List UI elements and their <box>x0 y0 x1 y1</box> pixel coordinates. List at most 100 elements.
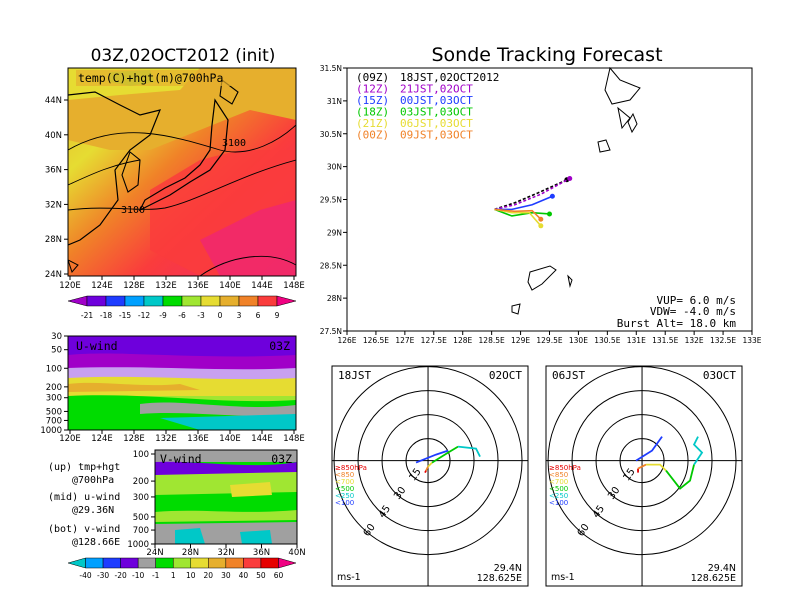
pressure-tick-label: 200 <box>46 383 62 393</box>
track-lon-tick-label: 133E <box>742 336 761 345</box>
colorbar-swatch <box>257 295 278 307</box>
wind-colorbar-tick-label: 10 <box>186 571 196 580</box>
hodograph-level-label: <100 <box>335 499 354 507</box>
hodograph-frame <box>331 365 529 587</box>
sonde-track-line <box>494 208 542 220</box>
track-lon-tick-label: 127.5E <box>421 336 447 345</box>
right-title: Sonde Tracking Forecast <box>431 44 662 66</box>
track-lon-tick-label: 129.5E <box>536 336 562 345</box>
track-lon-tick-label: 126.5E <box>363 336 389 345</box>
track-lon-tick-label: 132E <box>685 336 704 345</box>
track-lon-tick-label: 128.5E <box>479 336 505 345</box>
run-legend-code: (21Z) <box>356 117 389 130</box>
run-legend-time: 03JST,03OCT <box>400 106 473 119</box>
hodograph-level-label: <700 <box>549 478 568 486</box>
track-lon-tick-label: 129E <box>511 336 530 345</box>
vwind-lat-ticks: 24N 28N 32N 36N 40N <box>146 544 306 558</box>
uwind-time: 03Z <box>269 339 290 353</box>
track-lat-tick-label: 27.5N <box>320 327 342 336</box>
colorbar-swatch <box>124 295 145 307</box>
sonde-track-line <box>494 208 550 217</box>
hodograph-frame <box>545 365 743 587</box>
run-legend: (09Z) 18JST,02OCT2012 (12Z) 21JST,02OCT (15Z… <box>356 71 499 142</box>
vwind-label: V-wind <box>160 452 202 466</box>
legend-bot-a: (bot) v-wind <box>48 524 120 535</box>
colorbar-swatch <box>200 295 221 307</box>
track-lat-tick-label: 30.5N <box>320 130 342 139</box>
vwind-lat-tick-label: 40N <box>288 548 305 558</box>
vwind-pressure-ticks: 100 200 300 500 700 1000 <box>127 450 155 550</box>
wind-colorbar-swatch <box>137 557 156 569</box>
contour-label-south: 3100 <box>121 205 145 216</box>
wind-colorbar-swatch <box>85 557 104 569</box>
run-legend-time: 00JST,03OCT <box>400 94 473 107</box>
coastline-korea <box>121 151 141 193</box>
map-lon-tick-label: 128E <box>123 281 145 291</box>
hodograph-trace <box>665 464 695 490</box>
temperature-map: temp(C)+hgt(m)@700hPa 3100 3100 <box>67 67 297 277</box>
hodograph-level-label: ≥850hPa <box>335 464 367 472</box>
map-lat-tick-label: 40N <box>45 131 62 141</box>
map-lon-tick-label: 148E <box>283 281 305 291</box>
pressure-tick-label: 500 <box>133 513 149 523</box>
sonde-track-line <box>494 177 571 211</box>
track-lat-tick-label: 29N <box>327 228 342 237</box>
hodograph-time: 18JST <box>338 369 371 382</box>
vwind-section: V-wind 03Z <box>154 449 298 545</box>
map-lat-tick-label: 28N <box>45 235 62 245</box>
hodograph-trace <box>431 445 459 464</box>
hodograph-lon: 128.625E <box>477 573 522 584</box>
pressure-tick-label: 30 <box>51 332 62 342</box>
colorbar-tick-label: -12 <box>138 311 150 320</box>
pressure-tick-label: 50 <box>51 346 62 356</box>
uwind-lon-tick-label: 132E <box>155 434 177 444</box>
vwind-lat-tick-label: 36N <box>253 548 270 558</box>
vup-text: VUP= 6.0 m/s <box>657 294 736 307</box>
map-lon-tick-label: 144E <box>251 281 273 291</box>
sonde-track-line <box>494 195 553 211</box>
hodograph-level-label: <100 <box>549 499 568 507</box>
colorbar-swatch <box>162 295 183 307</box>
hodograph-level-label: <250 <box>549 492 568 500</box>
pressure-tick-label: 100 <box>133 450 149 460</box>
hodograph-trace <box>415 449 449 464</box>
track-lon-tick-label: 132.5E <box>710 336 736 345</box>
hodograph-level-label: <850 <box>335 471 354 479</box>
track-lon-tick-label: 128E <box>453 336 472 345</box>
uwind-lon-tick-label: 124E <box>91 434 113 444</box>
tracking-lon-ticks: 126E 126.5E 127E 127.5E 128E 128.5E 129E 129.5E… <box>337 331 762 345</box>
map-lon-ticks: 120E 124E 128E 132E 136E 140E 144E 148E <box>59 276 305 291</box>
wind-colorbar-tick-label: 60 <box>274 571 284 580</box>
hodograph-level-label: <500 <box>335 485 354 493</box>
track-lat-tick-label: 31N <box>327 97 342 106</box>
track-lon-tick-label: 131E <box>627 336 646 345</box>
legend-bot-b: @128.66E <box>72 537 120 548</box>
hodograph-trace <box>425 466 429 472</box>
run-legend-time: 06JST,03OCT <box>400 117 473 130</box>
wind-colorbar-tick-label: -20 <box>114 571 126 580</box>
island-amami <box>527 265 557 291</box>
wind-colorbar-tick-label: 50 <box>256 571 266 580</box>
colorbar-tick-label: -6 <box>178 311 186 320</box>
run-legend-code: (15Z) <box>356 94 389 107</box>
uwind-lon-tick-label: 128E <box>123 434 145 444</box>
wind-colorbar-tick-label: -10 <box>132 571 144 580</box>
hodograph-level-label: <250 <box>335 492 354 500</box>
wind-colorbar-tick-label: 20 <box>204 571 214 580</box>
legend-up-b: @700hPa <box>72 475 114 486</box>
pressure-tick-label: 1000 <box>40 426 62 436</box>
panel-legend: (up) tmp+hgt @700hPa (mid) u-wind @29.36… <box>48 462 120 548</box>
hodograph-unit: ms-1 <box>337 572 361 583</box>
run-legend-code: (12Z) <box>356 83 389 96</box>
sonde-track-endpoint <box>538 216 544 222</box>
track-lat-tick-label: 30N <box>327 163 342 172</box>
colorbar-swatch <box>219 295 240 307</box>
vdw-text: VDW= -4.0 m/s <box>650 305 736 318</box>
wind-colorbar-swatch <box>208 557 227 569</box>
pressure-tick-label: 500 <box>46 407 62 417</box>
colorbar-tick-label: -18 <box>100 311 112 320</box>
colorbar-tick-label: 9 <box>275 311 280 320</box>
legend-mid-a: (mid) u-wind <box>48 492 120 503</box>
colorbar-tick-label: -21 <box>81 311 93 320</box>
coastline-kyushu <box>604 66 641 105</box>
